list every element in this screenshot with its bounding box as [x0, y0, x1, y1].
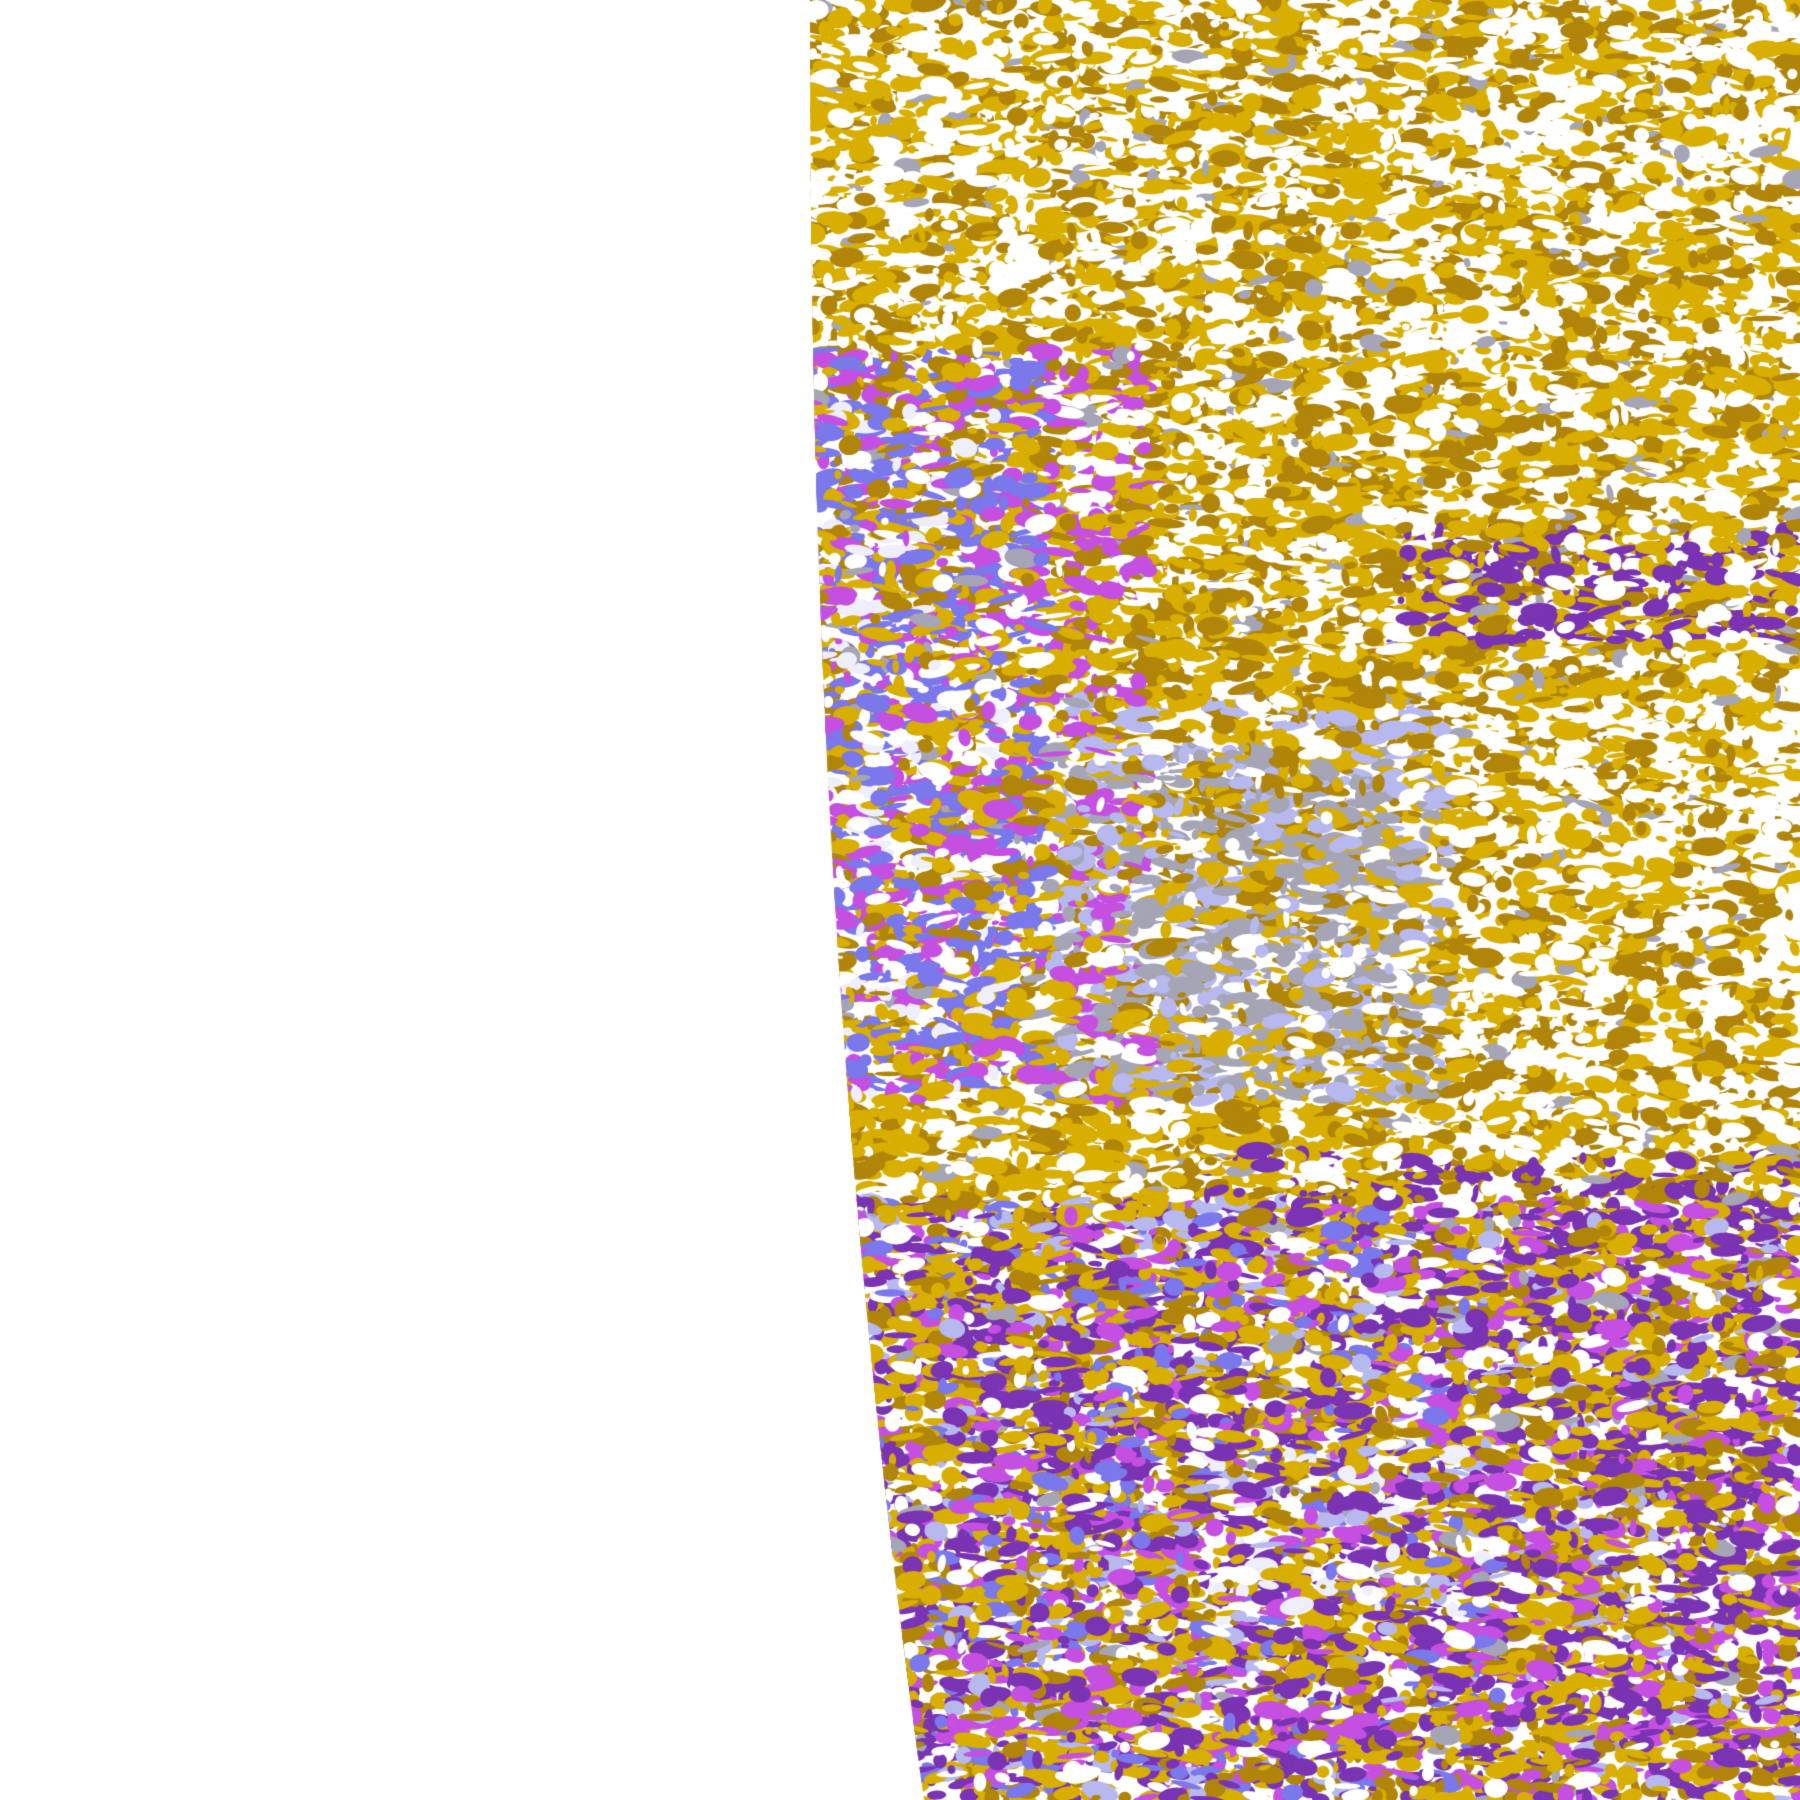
satellite-cloud-map — [0, 0, 1800, 1800]
satellite-image — [0, 0, 1800, 1800]
